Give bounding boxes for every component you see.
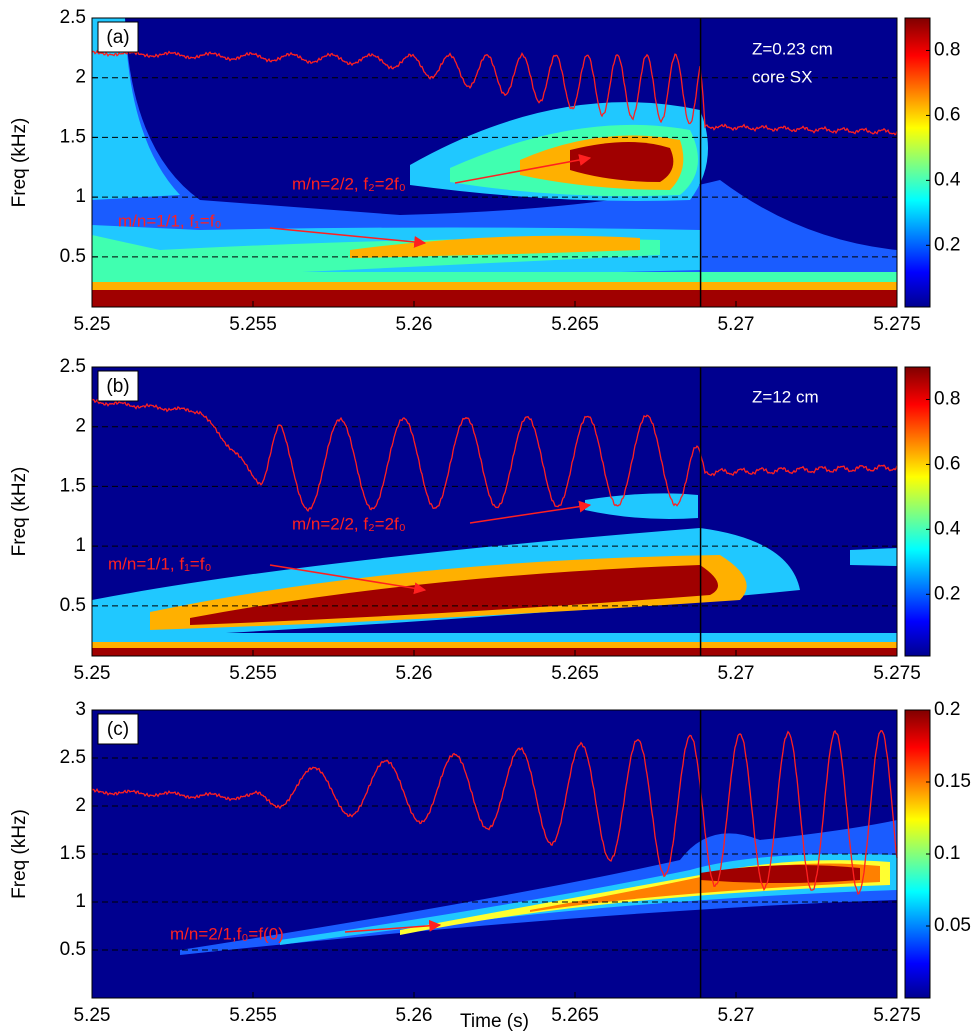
y-tick-label: 0.5	[60, 939, 86, 960]
x-tick-label: 5.27	[718, 314, 755, 335]
annotation: m/n=2/2, f₂=2f₀	[292, 514, 406, 533]
colorbar	[904, 366, 931, 657]
y-tick-label: 0.5	[60, 595, 86, 616]
heatmap-a	[92, 18, 897, 307]
x-tick-label: 5.27	[718, 663, 755, 684]
colorbar-tick-label: 0.6	[934, 104, 960, 125]
signal-trace	[91, 729, 898, 895]
annotation-arrow	[269, 564, 427, 595]
annotation: Z=0.23 cm	[752, 39, 833, 58]
y-tick-label: 2.5	[60, 7, 86, 28]
x-tick-label: 5.26	[396, 663, 433, 684]
x-tick-label: 5.27	[718, 1005, 755, 1026]
y-tick-label: 3	[75, 699, 86, 720]
colorbar-tick-label: 0.2	[934, 234, 960, 255]
panel-label: (c)	[107, 719, 129, 740]
annotation-arrow	[454, 154, 592, 184]
annotation-arrow	[469, 500, 592, 524]
x-tick-label: 5.26	[396, 1005, 433, 1026]
annotation: m/n=2/1,f₀=f(0)	[170, 924, 284, 943]
x-tick-label: 5.265	[551, 314, 599, 335]
colorbar-tick-label: 0.8	[934, 388, 960, 409]
signal-trace	[91, 398, 898, 513]
annotation: m/n=2/2, f₂=2f₀	[292, 174, 406, 193]
colorbar-tick-label: 0.4	[934, 518, 961, 539]
annotation: m/n=1/1, f₁=f₀	[118, 211, 222, 230]
colorbar-tick-label: 0.4	[934, 169, 961, 190]
y-tick-label: 1.5	[60, 843, 86, 864]
x-tick-label: 5.255	[229, 314, 277, 335]
chart-layer: 0.5 1 1.5 2 2.5 5.25 5.255 5.26 5.265 5.27 5.275 (a…	[9, 7, 971, 1032]
y-tick-label: 2.5	[60, 356, 86, 377]
panel-label: (a)	[106, 27, 129, 48]
colorbar-tick-label: 0.1	[934, 843, 960, 864]
colorbar-tick-label: 0.2	[934, 699, 960, 720]
y-tick-label: 1.5	[60, 126, 86, 147]
panel-label-box	[97, 713, 139, 745]
x-tick-label: 5.25	[74, 1005, 111, 1026]
x-tick-label: 5.25	[74, 663, 111, 684]
y-axis-label: Freq (kHz)	[9, 467, 30, 557]
colorbar	[904, 709, 931, 999]
panel-label-box	[97, 21, 139, 53]
annotation: core SX	[752, 67, 812, 86]
x-axis-label: Time (s)	[460, 1011, 529, 1032]
colorbar-tick-label: 0.6	[934, 453, 960, 474]
y-tick-label: 2	[75, 795, 86, 816]
x-tick-label: 5.255	[229, 663, 277, 684]
x-tick-label: 5.275	[873, 314, 921, 335]
plot-frame	[91, 17, 898, 308]
x-tick-label: 5.265	[551, 1005, 599, 1026]
y-axis-label: Freq (kHz)	[9, 809, 30, 899]
y-tick-label: 1	[75, 535, 86, 556]
annotation: m/n=1/1, f₁=f₀	[108, 554, 212, 573]
x-tick-label: 5.275	[873, 1005, 921, 1026]
y-tick-label: 1.5	[60, 475, 86, 496]
y-tick-label: 2.5	[60, 747, 86, 768]
heatmap-b	[92, 367, 897, 656]
plot-frame	[91, 709, 898, 999]
y-tick-label: 1	[75, 891, 86, 912]
x-tick-label: 5.25	[74, 314, 111, 335]
colorbar	[904, 17, 931, 308]
y-tick-label: 2	[75, 416, 86, 437]
x-tick-label: 5.26	[396, 314, 433, 335]
panel-label-box	[97, 370, 139, 402]
plot-frame	[91, 366, 898, 657]
y-tick-label: 2	[75, 67, 86, 88]
panel-label: (b)	[106, 376, 129, 397]
annotation-arrow	[344, 919, 442, 933]
annotation-arrow	[269, 227, 427, 248]
colorbar-tick-label: 0.2	[934, 583, 960, 604]
y-tick-label: 1	[75, 186, 86, 207]
annotation: Z=12 cm	[752, 387, 819, 406]
x-tick-label: 5.265	[551, 663, 599, 684]
y-axis-label: Freq (kHz)	[9, 118, 30, 208]
x-tick-label: 5.255	[229, 1005, 277, 1026]
y-tick-label: 0.5	[60, 246, 86, 267]
signal-trace	[91, 49, 898, 136]
colorbar-tick-label: 0.15	[934, 771, 971, 792]
colorbar-tick-label: 0.05	[934, 915, 971, 936]
x-tick-label: 5.275	[873, 663, 921, 684]
colorbar-tick-label: 0.8	[934, 39, 960, 60]
